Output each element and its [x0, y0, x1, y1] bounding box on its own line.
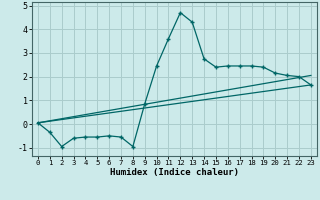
- X-axis label: Humidex (Indice chaleur): Humidex (Indice chaleur): [110, 168, 239, 177]
